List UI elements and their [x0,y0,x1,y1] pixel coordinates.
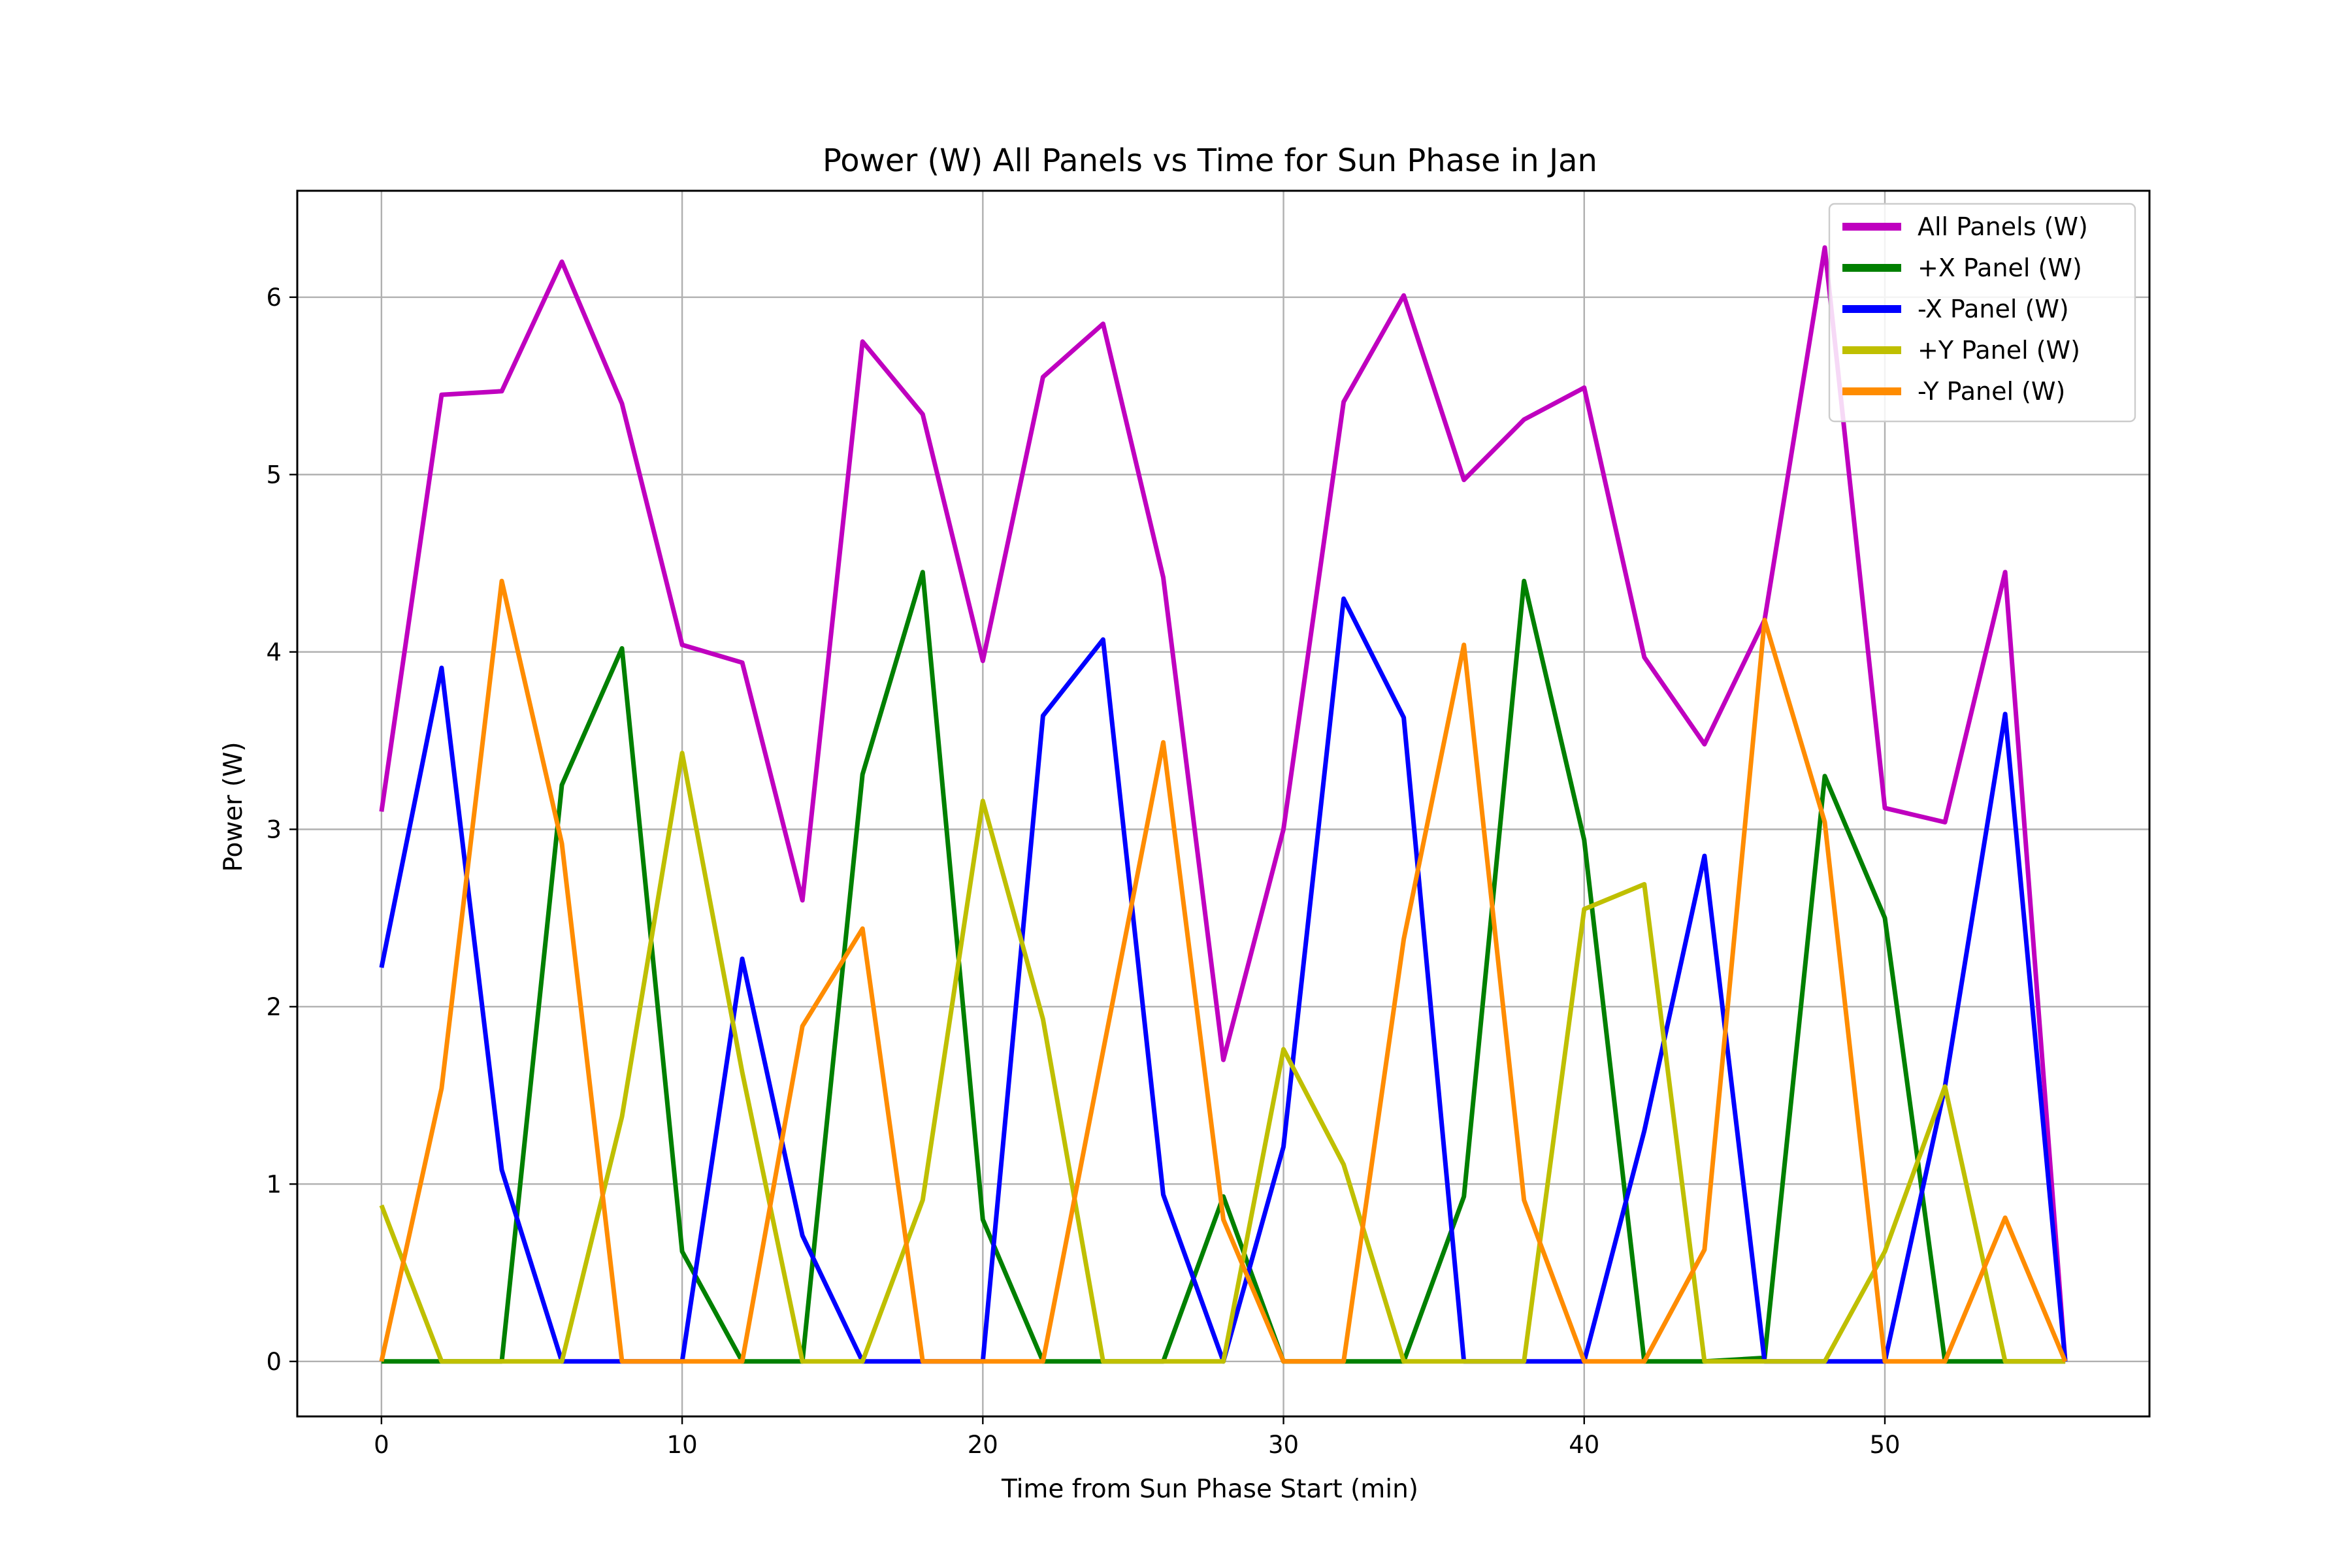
x-tick-label: 20 [968,1431,998,1459]
x-axis-label: Time from Sun Phase Start (min) [1001,1475,1418,1504]
y-tick-label: 0 [266,1348,282,1376]
legend-entry: -X Panel (W) [1918,295,2069,323]
chart-title: Power (W) All Panels vs Time for Sun Pha… [823,142,1597,179]
legend-entry: +Y Panel (W) [1918,336,2080,365]
series-line-x-panel-w [381,570,2066,1364]
legend-entry: +X Panel (W) [1918,253,2082,282]
y-tick-label: 3 [266,815,282,843]
series-line-y-panel-w [379,578,2068,1364]
x-tick-label: 10 [667,1431,698,1459]
x-tick-label: 30 [1268,1431,1299,1459]
legend-entry: -Y Panel (W) [1918,377,2065,406]
series-lines [379,245,2068,1364]
legend-box [1828,203,2136,423]
y-tick-label: 5 [266,461,282,489]
legend: All Panels (W) +X Panel (W) -X Panel (W) +Y… [1828,203,2136,423]
x-tick-label: 50 [1869,1431,1900,1459]
x-tick-label: 40 [1569,1431,1599,1459]
x-axis: 0 10 20 30 40 50 [374,1416,1901,1459]
y-axis-label: Power (W) [219,742,248,872]
series-line-y-panel-w [379,751,2066,1364]
y-tick-label: 1 [266,1170,282,1198]
y-tick-label: 2 [266,993,282,1021]
y-axis: 0 1 2 3 4 5 6 [266,284,297,1376]
y-tick-label: 4 [266,638,282,666]
series-line-all-panels-w [379,245,2068,1362]
x-tick-label: 0 [374,1431,389,1459]
legend-entry: All Panels (W) [1918,212,2088,241]
y-tick-label: 6 [266,284,282,312]
plot-frame [296,189,2151,1418]
